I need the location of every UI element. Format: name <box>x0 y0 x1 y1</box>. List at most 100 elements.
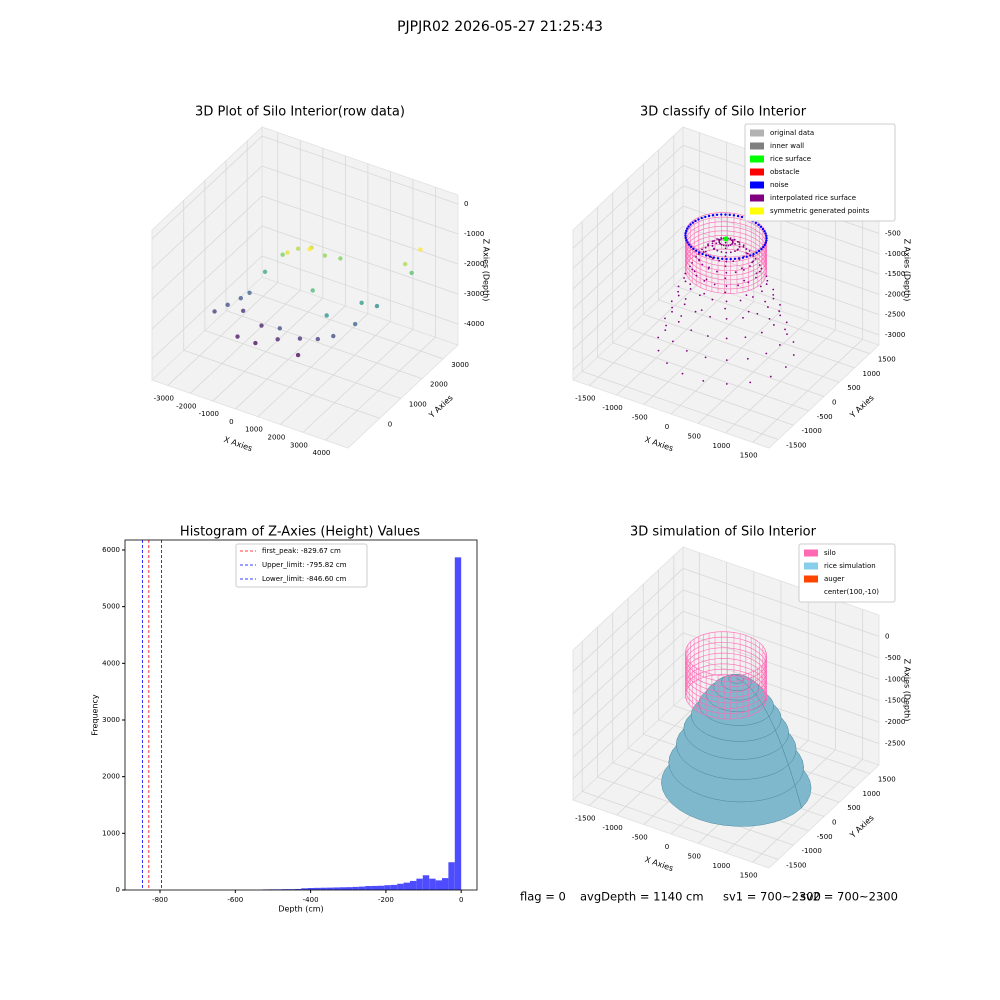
interp-point <box>725 359 728 362</box>
x-tick-label: -1500 <box>575 395 595 403</box>
y-tick-label: 0 <box>116 886 120 894</box>
grid-line <box>247 290 444 360</box>
z-tick-label: 0 <box>464 200 468 208</box>
legend-swatch <box>750 194 764 202</box>
interp-point <box>657 336 660 339</box>
interp-point <box>724 307 727 310</box>
interp-point <box>697 253 700 256</box>
y-tick-label: 2000 <box>102 773 120 781</box>
grid-line <box>572 632 684 737</box>
footer-sv1: sv1 = 700~2300 <box>723 890 821 904</box>
y-axis-label: Y Axies <box>427 393 455 420</box>
grid-line <box>643 313 840 383</box>
grid-line <box>151 135 263 240</box>
grid-line <box>572 185 684 290</box>
interp-point <box>684 280 687 283</box>
noise-point <box>765 236 768 240</box>
noise-point <box>686 227 689 230</box>
interp-point <box>725 300 728 303</box>
grid-line <box>572 165 684 269</box>
noise-point <box>764 232 767 235</box>
interp-point <box>707 267 710 270</box>
noise-point <box>765 234 768 238</box>
interp-point <box>755 272 758 275</box>
x-tick-label: -800 <box>152 896 168 904</box>
interp-point <box>681 372 684 375</box>
legend-label: interpolated rice surface <box>770 194 856 202</box>
interp-point <box>748 250 751 252</box>
interp-point <box>707 243 709 246</box>
interp-point <box>724 255 727 258</box>
interp-point <box>690 329 693 332</box>
grid-line <box>261 135 459 205</box>
point <box>277 326 282 331</box>
point <box>285 250 290 255</box>
noise-point <box>684 234 687 237</box>
noise-point <box>715 213 719 216</box>
noise-point <box>720 213 723 216</box>
bar <box>403 882 410 890</box>
legend-label: first_peak: -829.67 cm <box>262 547 341 555</box>
legend-swatch <box>750 181 764 189</box>
interp-point <box>671 310 673 313</box>
interp-point <box>712 248 715 251</box>
x-tick-label: -400 <box>303 896 319 904</box>
x-axis-label: X Axies <box>644 435 675 453</box>
interp-point <box>767 306 769 308</box>
legend-box <box>744 123 896 222</box>
y-axis-label: Y Axies <box>848 813 876 840</box>
noise-point <box>707 214 711 218</box>
noise-point <box>694 249 698 252</box>
bar <box>384 885 391 890</box>
interp-point <box>747 310 750 313</box>
bar <box>365 886 372 890</box>
noise-point <box>687 243 691 246</box>
interp-point <box>749 381 752 384</box>
noise-point <box>698 251 701 254</box>
interp-point <box>743 268 745 271</box>
interp-point <box>756 312 759 315</box>
x-tick-label: 4000 <box>313 449 331 457</box>
legend-label: Lower_limit: -846.60 cm <box>262 575 347 583</box>
z-tick-label: -1000 <box>885 675 905 683</box>
interp-point <box>716 249 719 252</box>
interp-point <box>760 267 763 270</box>
z-tick-label: -500 <box>885 230 901 238</box>
interp-point <box>657 349 660 352</box>
noise-point <box>728 213 731 217</box>
y-tick-label: 500 <box>847 804 860 812</box>
interp-point <box>695 255 697 258</box>
interp-point <box>792 341 795 343</box>
x-tick-label: 1500 <box>740 451 758 459</box>
point <box>322 253 328 258</box>
bar <box>358 886 366 890</box>
interp-point <box>664 317 666 320</box>
interp-point <box>725 383 728 385</box>
bar <box>435 880 442 890</box>
interp-point <box>731 241 734 244</box>
interp-point <box>677 285 680 288</box>
legend-label: silo <box>824 549 836 557</box>
interp-point <box>720 236 723 239</box>
bar <box>288 889 295 890</box>
interp-point <box>742 316 744 319</box>
grid-line <box>658 299 855 369</box>
grid-line <box>682 225 880 295</box>
z-tick-label: -500 <box>885 654 901 662</box>
interp-point <box>701 248 703 251</box>
interp-point <box>695 274 698 277</box>
x-tick-label: -1000 <box>602 404 622 412</box>
x-tick-label: -2000 <box>176 402 196 410</box>
y-axis-label: Frequency <box>91 694 100 736</box>
x-tick-label: 1000 <box>713 442 731 450</box>
legend-label: auger <box>824 575 844 583</box>
z-tick-label: -3000 <box>885 331 905 339</box>
interp-point <box>725 285 728 287</box>
bar <box>339 887 346 890</box>
interp-point <box>772 288 775 291</box>
point <box>259 323 264 328</box>
interp-point <box>786 333 788 336</box>
interp-point <box>680 315 683 317</box>
point <box>247 290 252 296</box>
interp-point <box>704 356 707 359</box>
